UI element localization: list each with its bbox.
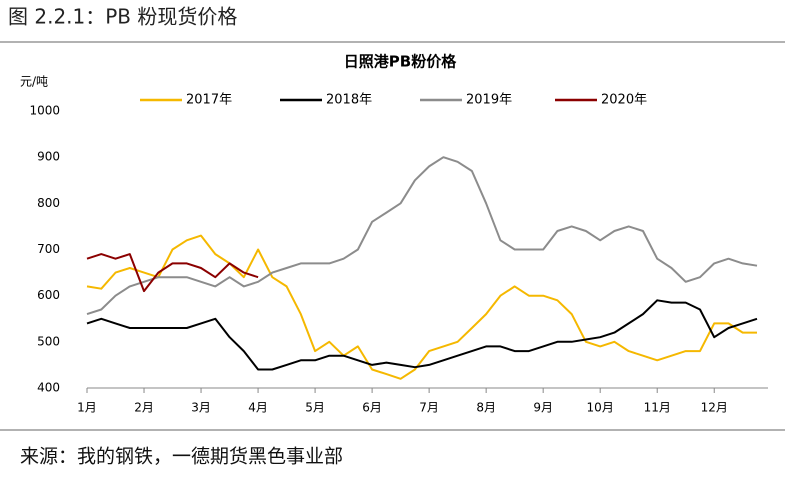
x-tick-label: 7月: [419, 401, 439, 415]
series-line: [86, 234, 757, 380]
legend-label: 2018年: [326, 93, 372, 108]
legend-label: 2020年: [601, 93, 647, 108]
x-tick-label: 6月: [362, 401, 382, 415]
series-line: [86, 253, 259, 293]
legend-label: 2019年: [466, 93, 512, 108]
y-label: 元/吨: [20, 75, 48, 89]
x-tick-label: 2月: [134, 401, 154, 415]
legend-label: 2017年: [186, 93, 232, 108]
x-tick-label: 1月: [77, 401, 97, 415]
y-tick-label: 800: [37, 196, 60, 210]
x-tick-label: 12月: [701, 401, 728, 415]
y-tick-label: 500: [37, 334, 60, 348]
x-tick-label: 3月: [191, 401, 211, 415]
x-tick-label: 10月: [587, 401, 614, 415]
y-tick-label: 1000: [29, 104, 60, 118]
y-tick-label: 600: [37, 288, 60, 302]
x-tick-label: 4月: [248, 401, 268, 415]
x-tick-label: 5月: [305, 401, 325, 415]
series-line: [86, 299, 758, 371]
series-line: [86, 156, 758, 316]
y-tick-label: 400: [37, 381, 60, 395]
x-tick-label: 11月: [644, 401, 671, 415]
chart-title: 日照港PB粉价格: [344, 53, 457, 71]
y-tick-label: 900: [37, 150, 60, 164]
x-tick-label: 9月: [533, 401, 553, 415]
figure-title: 图 2.2.1：PB 粉现货价格: [8, 5, 237, 29]
x-tick-label: 8月: [476, 401, 496, 415]
y-tick-label: 700: [37, 242, 60, 256]
source: 来源：我的钢铁，一德期货黑色事业部: [20, 446, 343, 468]
